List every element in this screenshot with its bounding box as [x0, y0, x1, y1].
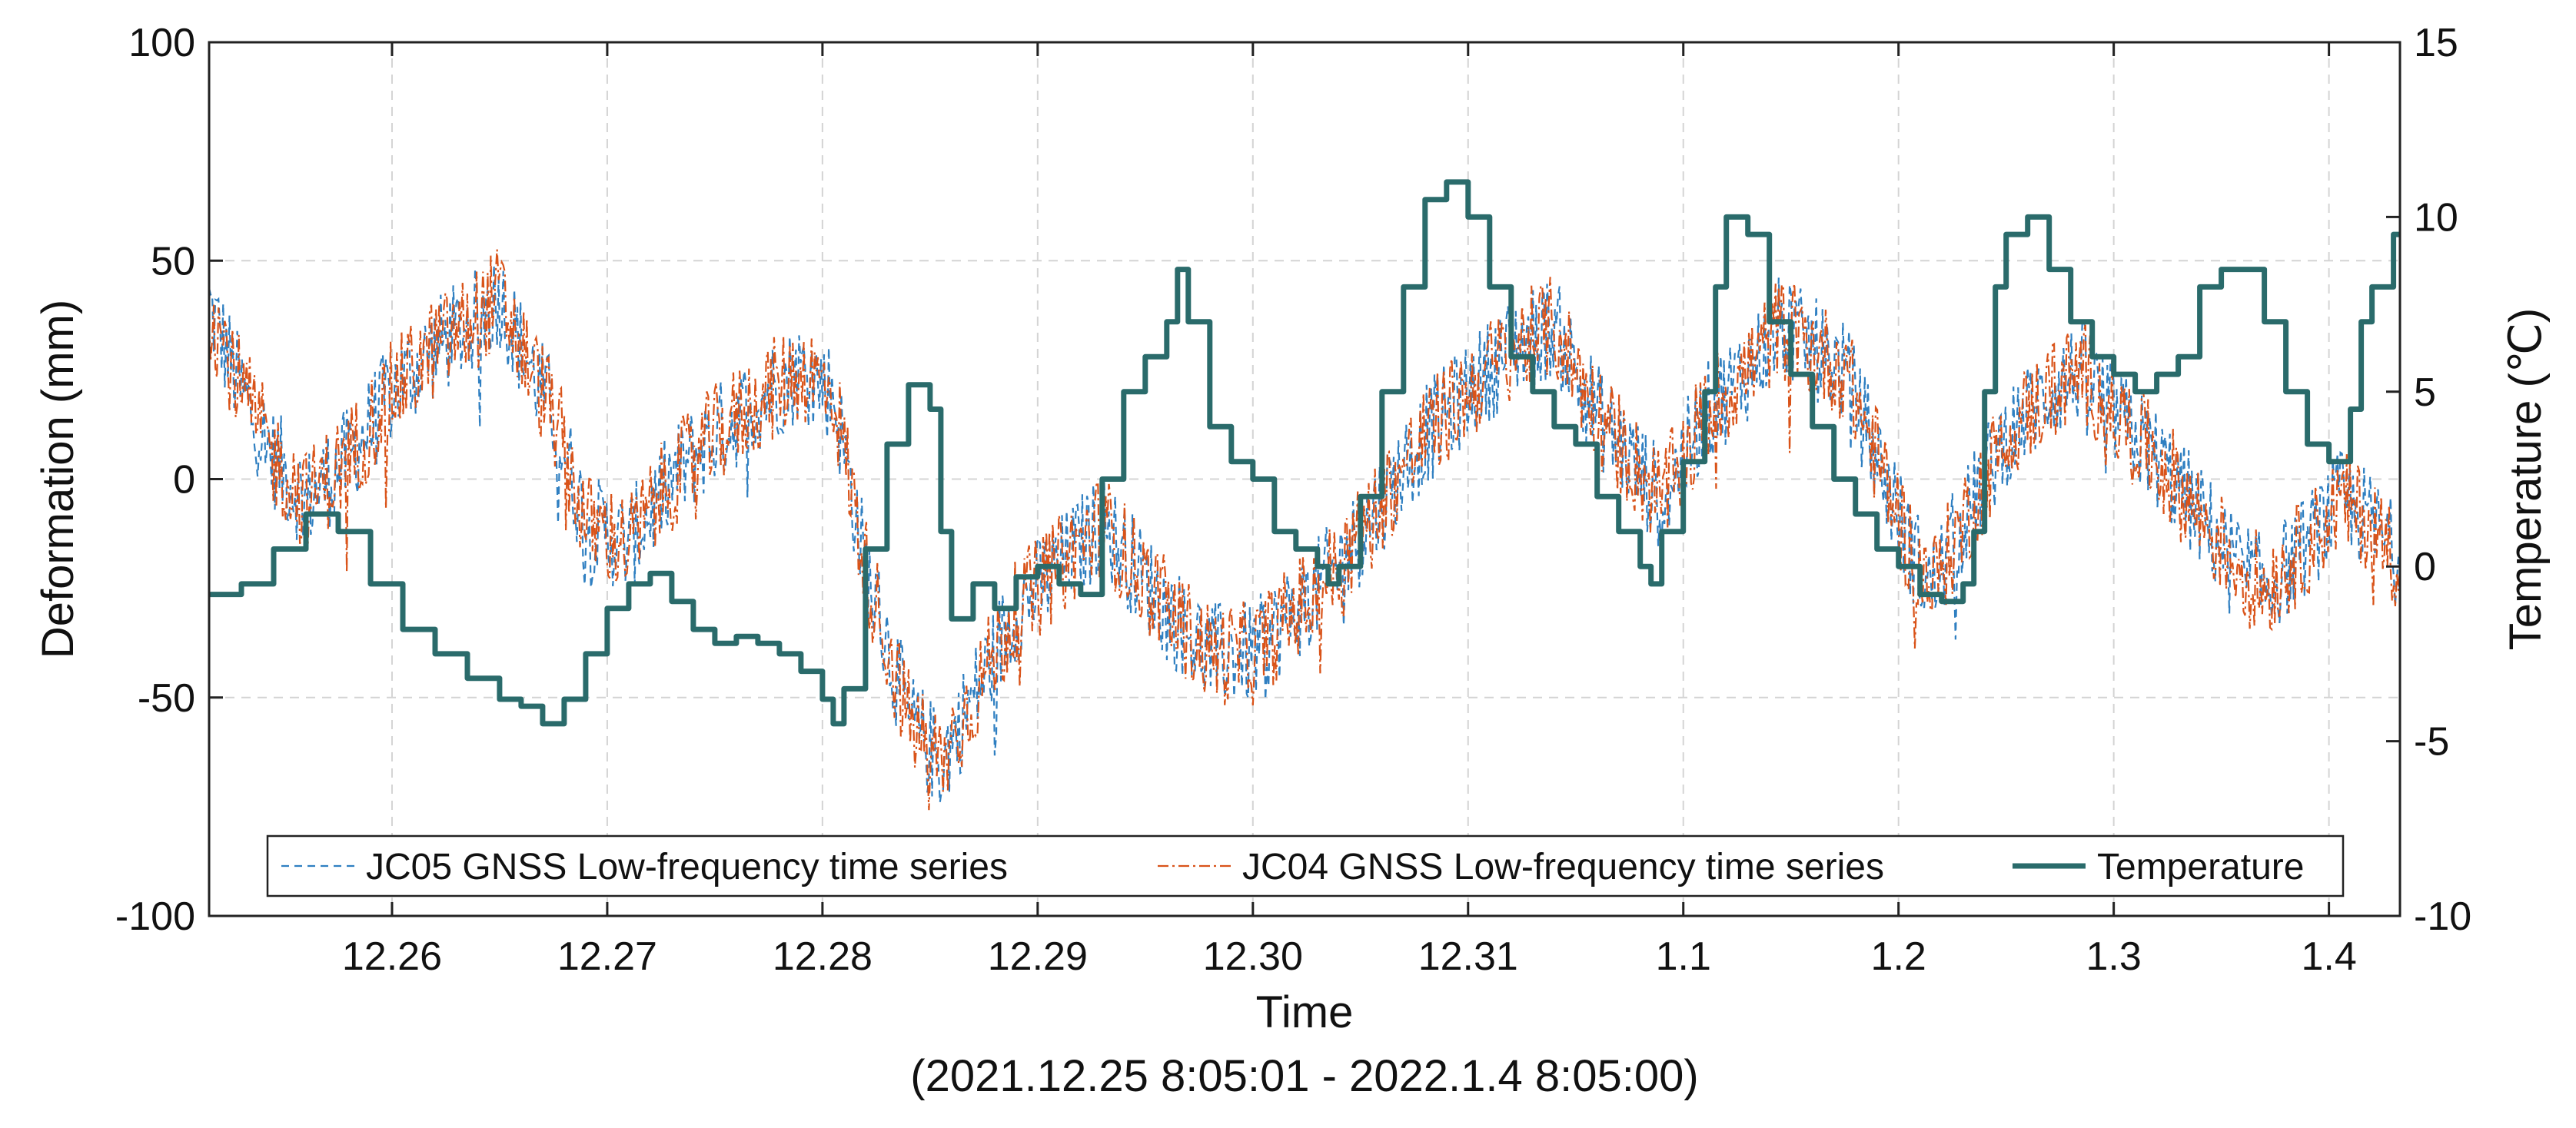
legend-jc05-label: JC05 GNSS Low-frequency time series — [366, 847, 1008, 887]
x-tick-label: 1.4 — [2301, 934, 2356, 979]
series-temperature-line — [209, 179, 2400, 727]
x-axis-label: Time — [1256, 987, 1354, 1037]
y-left-tick-label: -50 — [138, 676, 195, 721]
y-left-tick-label: 50 — [151, 239, 195, 284]
y-left-tick-label: 100 — [128, 21, 195, 65]
x-tick-label: 12.30 — [1203, 934, 1303, 979]
y-right-tick-label: 15 — [2414, 21, 2458, 65]
x-tick-label: 1.1 — [1656, 934, 1711, 979]
x-tick-label: 12.27 — [557, 934, 657, 979]
x-tick-label: 1.2 — [1871, 934, 1926, 979]
x-tick-label: 12.26 — [342, 934, 442, 979]
y-right-tick-label: -10 — [2414, 894, 2471, 939]
y-right-tick-label: 0 — [2414, 545, 2436, 589]
y-right-tick-label: -5 — [2414, 720, 2449, 765]
legend-jc04-label: JC04 GNSS Low-frequency time series — [1242, 847, 1884, 887]
y-axis-label-left: Deformation (mm) — [33, 300, 83, 659]
legend: JC05 GNSS Low-frequency time series JC04 … — [266, 834, 2345, 897]
x-axis-subtitle: (2021.12.25 8:05:01 - 2022.1.4 8:05:00) — [910, 1051, 1698, 1101]
tick-marks: 12.26 12.27 12.28 12.29 12.30 12.31 1.1 1.2 1.3 1… — [115, 21, 2471, 979]
x-tick-label: 1.3 — [2086, 934, 2142, 979]
y-right-tick-label: 10 — [2414, 195, 2458, 240]
y-right-tick-label: 5 — [2414, 370, 2436, 415]
series-jc05-line — [209, 264, 2400, 803]
grid-lines — [209, 42, 2400, 916]
plot-series — [209, 179, 2400, 811]
legend-temperature-label: Temperature — [2097, 847, 2304, 887]
x-tick-label: 12.28 — [773, 934, 873, 979]
y-axis-label-right: Temperature (℃) — [2501, 308, 2551, 650]
y-left-tick-label: -100 — [115, 894, 195, 939]
x-tick-label: 12.29 — [988, 934, 1088, 979]
legend-box — [266, 834, 2345, 897]
y-left-tick-label: 0 — [173, 458, 195, 503]
x-tick-label: 12.31 — [1418, 934, 1518, 979]
series-jc04-line — [209, 249, 2400, 811]
